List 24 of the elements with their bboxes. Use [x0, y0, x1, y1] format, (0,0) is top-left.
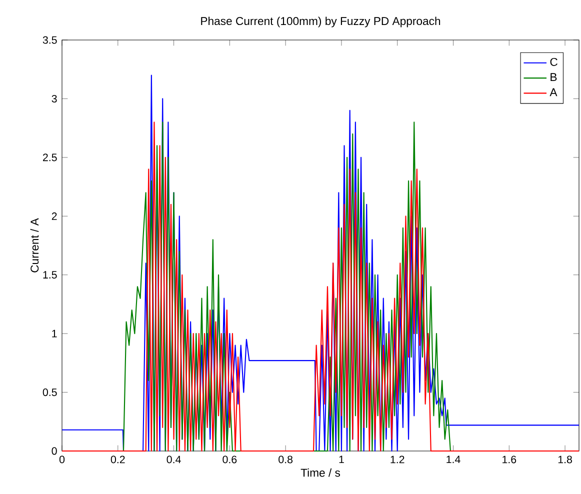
x-tick-label: 0.2 — [110, 456, 125, 464]
x-tick-label: 0.8 — [278, 456, 293, 464]
x-tick-label: 0.6 — [222, 456, 237, 464]
y-tick-label: 1 — [52, 330, 57, 338]
x-tick-label: 1.2 — [390, 456, 404, 464]
y-axis-title: Current / A — [30, 218, 39, 272]
x-axis-title: Time / s — [300, 468, 340, 477]
y-tick-label: 3 — [52, 94, 57, 102]
x-tick-label: 1.4 — [446, 456, 460, 464]
x-tick-label: 1.6 — [502, 456, 516, 464]
y-tick-label: 2 — [52, 212, 57, 220]
chart-title: Phase Current (100mm) by Fuzzy PD Approach — [201, 16, 440, 28]
legend-label: C — [550, 58, 558, 66]
y-tick-label: 1.5 — [43, 271, 57, 279]
y-tick-label: 0 — [52, 447, 57, 455]
y-tick-label: 2.5 — [43, 154, 57, 162]
legend-label: B — [550, 73, 557, 81]
legend-label: A — [550, 88, 558, 96]
x-tick-label: 1.8 — [558, 456, 572, 464]
x-tick-label: 0 — [59, 456, 65, 464]
x-tick-label: 0.4 — [166, 456, 181, 464]
y-tick-label: 3.5 — [42, 36, 57, 44]
x-tick-label: 1 — [339, 456, 344, 464]
y-tick-label: 0.5 — [42, 388, 57, 396]
